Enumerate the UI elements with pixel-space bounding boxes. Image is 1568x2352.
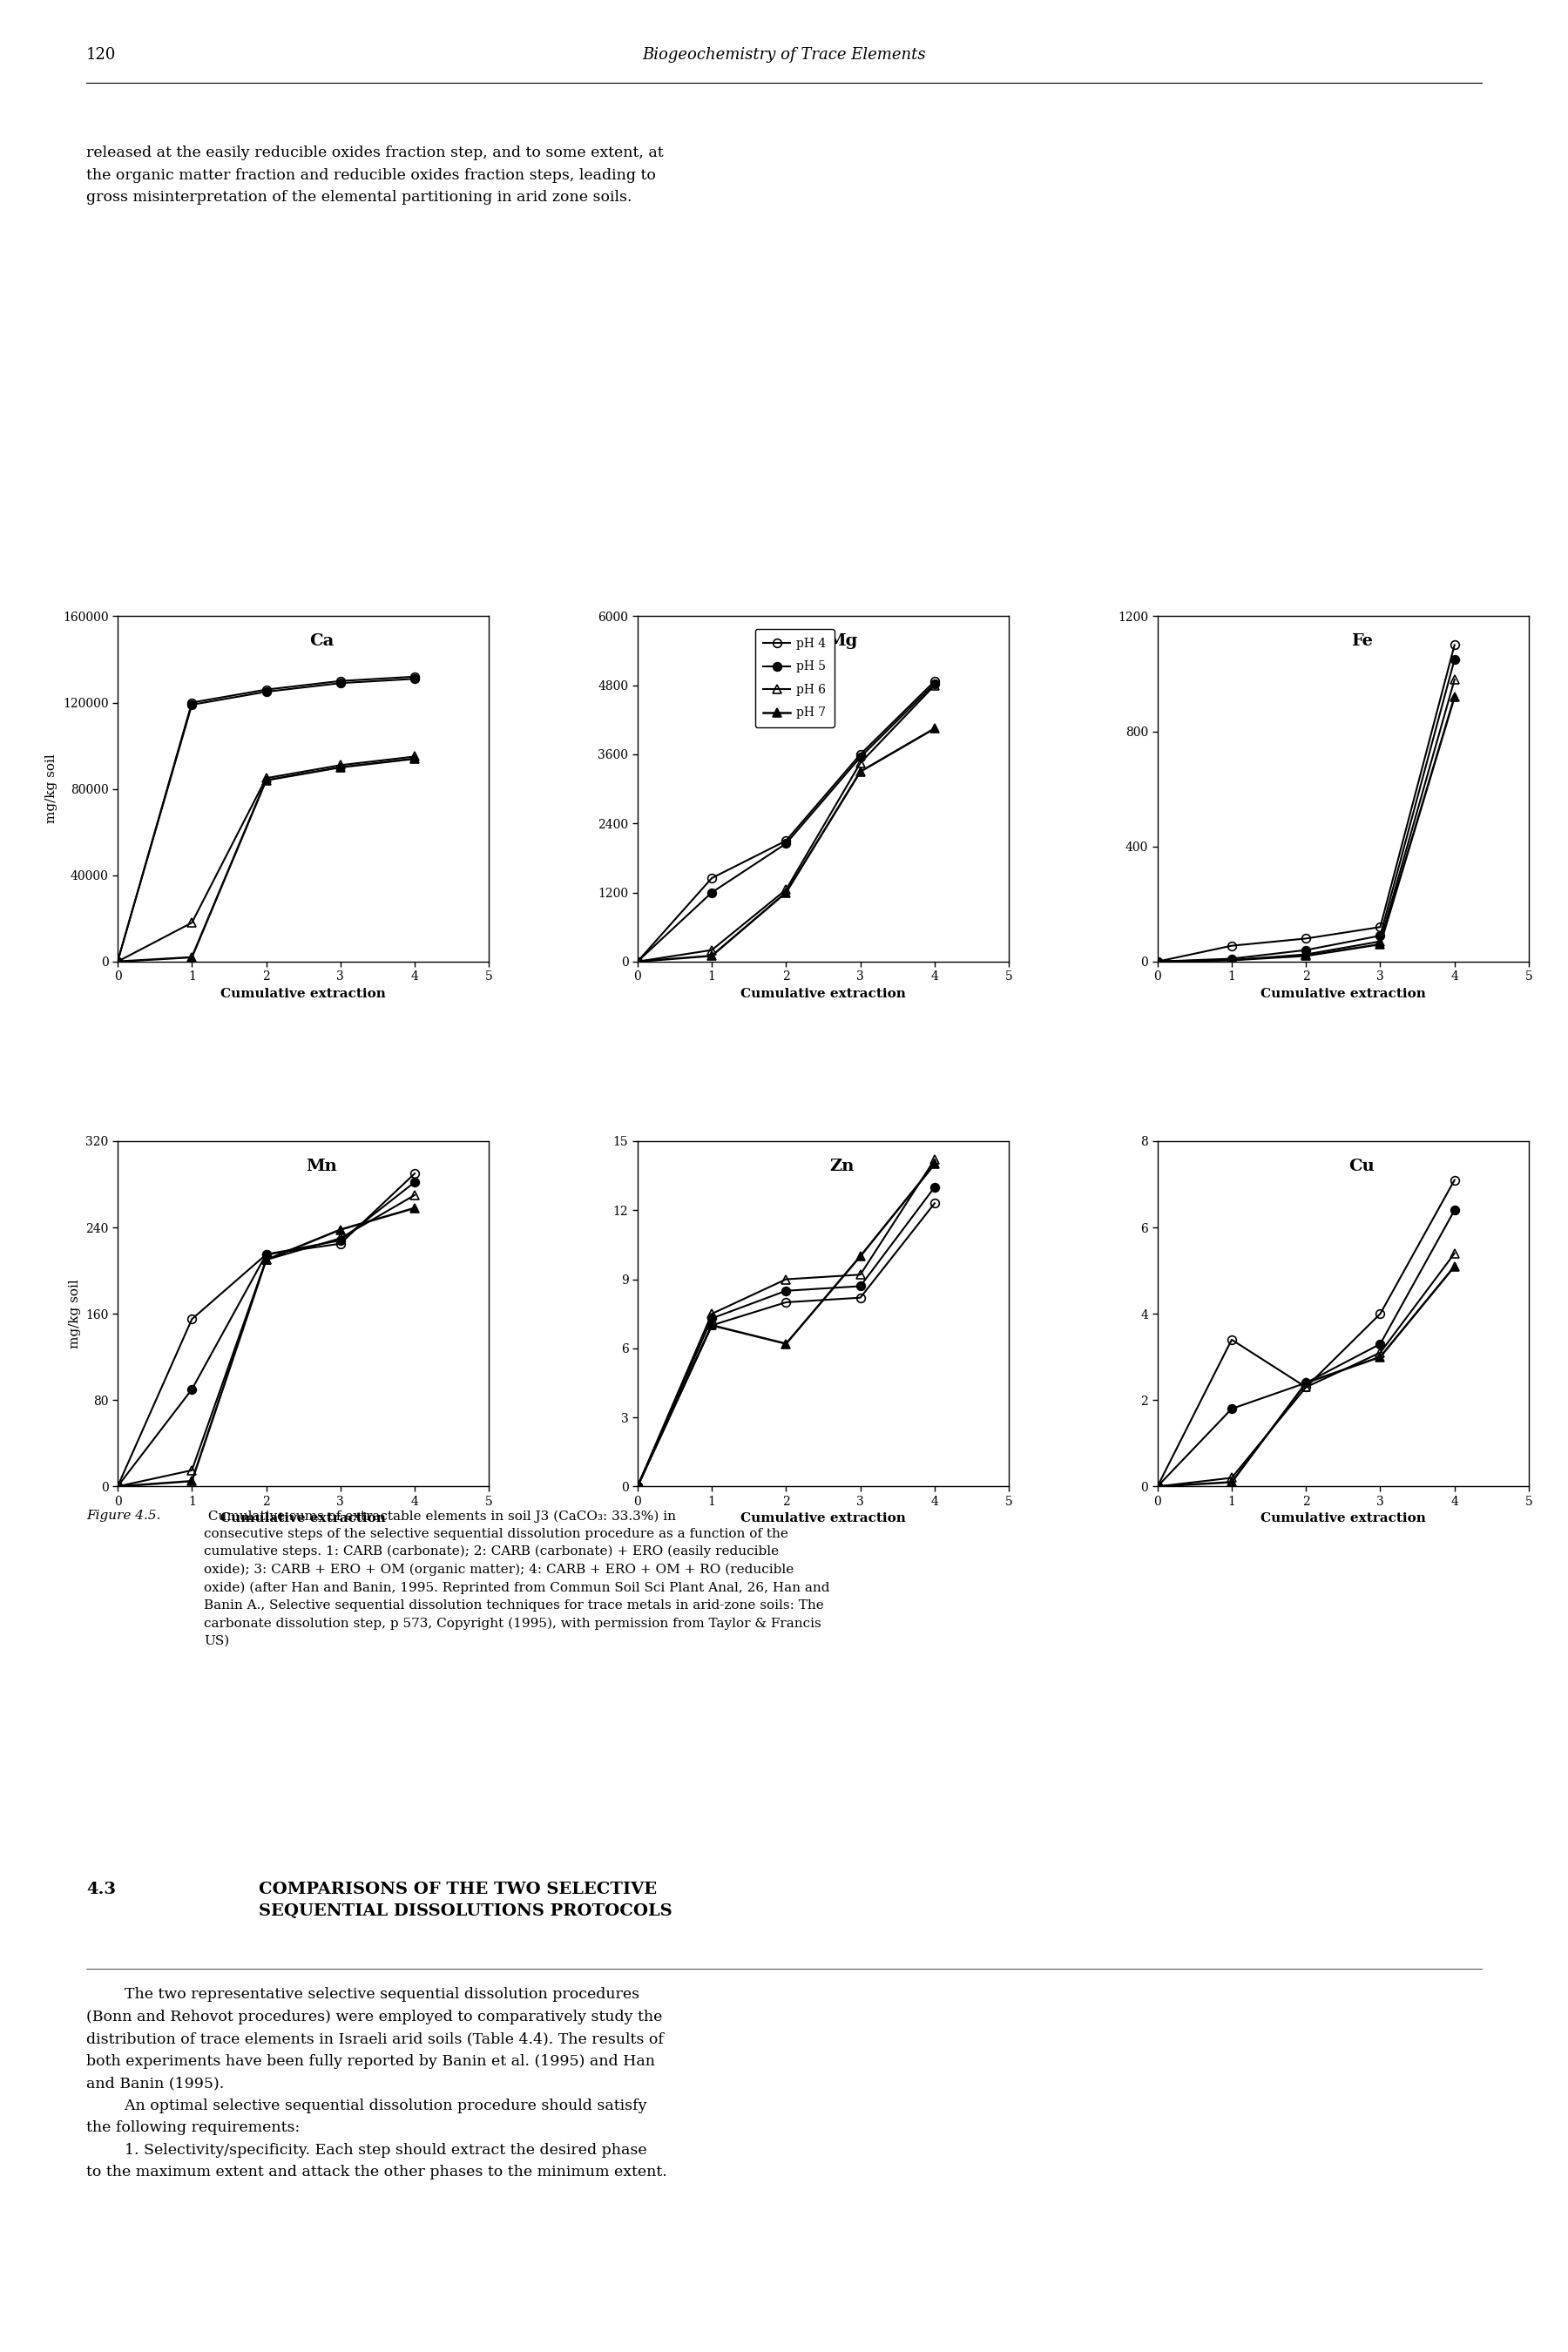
Legend: pH 4, pH 5, pH 6, pH 7: pH 4, pH 5, pH 6, pH 7 (754, 630, 834, 727)
Text: released at the easily reducible oxides fraction step, and to some extent, at
th: released at the easily reducible oxides … (86, 146, 663, 205)
Text: COMPARISONS OF THE TWO SELECTIVE
SEQUENTIAL DISSOLUTIONS PROTOCOLS: COMPARISONS OF THE TWO SELECTIVE SEQUENT… (259, 1882, 673, 1919)
Text: Cu: Cu (1348, 1160, 1375, 1174)
Text: Fe: Fe (1352, 633, 1372, 649)
X-axis label: Cumulative extraction: Cumulative extraction (740, 988, 906, 1000)
Text: 4.3: 4.3 (86, 1882, 116, 1898)
X-axis label: Cumulative extraction: Cumulative extraction (740, 1512, 906, 1524)
Y-axis label: mg/kg soil: mg/kg soil (45, 755, 58, 823)
X-axis label: Cumulative extraction: Cumulative extraction (221, 1512, 386, 1524)
Text: Mn: Mn (306, 1160, 337, 1174)
Text: Biogeochemistry of Trace Elements: Biogeochemistry of Trace Elements (643, 47, 925, 64)
Y-axis label: mg/kg soil: mg/kg soil (69, 1279, 80, 1348)
X-axis label: Cumulative extraction: Cumulative extraction (221, 988, 386, 1000)
Text: 120: 120 (86, 47, 116, 64)
Text: Zn: Zn (829, 1160, 855, 1174)
Text: Cumulative sums of extractable elements in soil J3 (CaCO₃: 33.3%) in
consecutive: Cumulative sums of extractable elements … (204, 1510, 829, 1646)
X-axis label: Cumulative extraction: Cumulative extraction (1261, 1512, 1425, 1524)
Text: Mg: Mg (826, 633, 858, 649)
Text: The two representative selective sequential dissolution procedures
(Bonn and Reh: The two representative selective sequent… (86, 1987, 666, 2180)
Text: Ca: Ca (309, 633, 334, 649)
Text: Figure 4.5.: Figure 4.5. (86, 1510, 160, 1522)
X-axis label: Cumulative extraction: Cumulative extraction (1261, 988, 1425, 1000)
